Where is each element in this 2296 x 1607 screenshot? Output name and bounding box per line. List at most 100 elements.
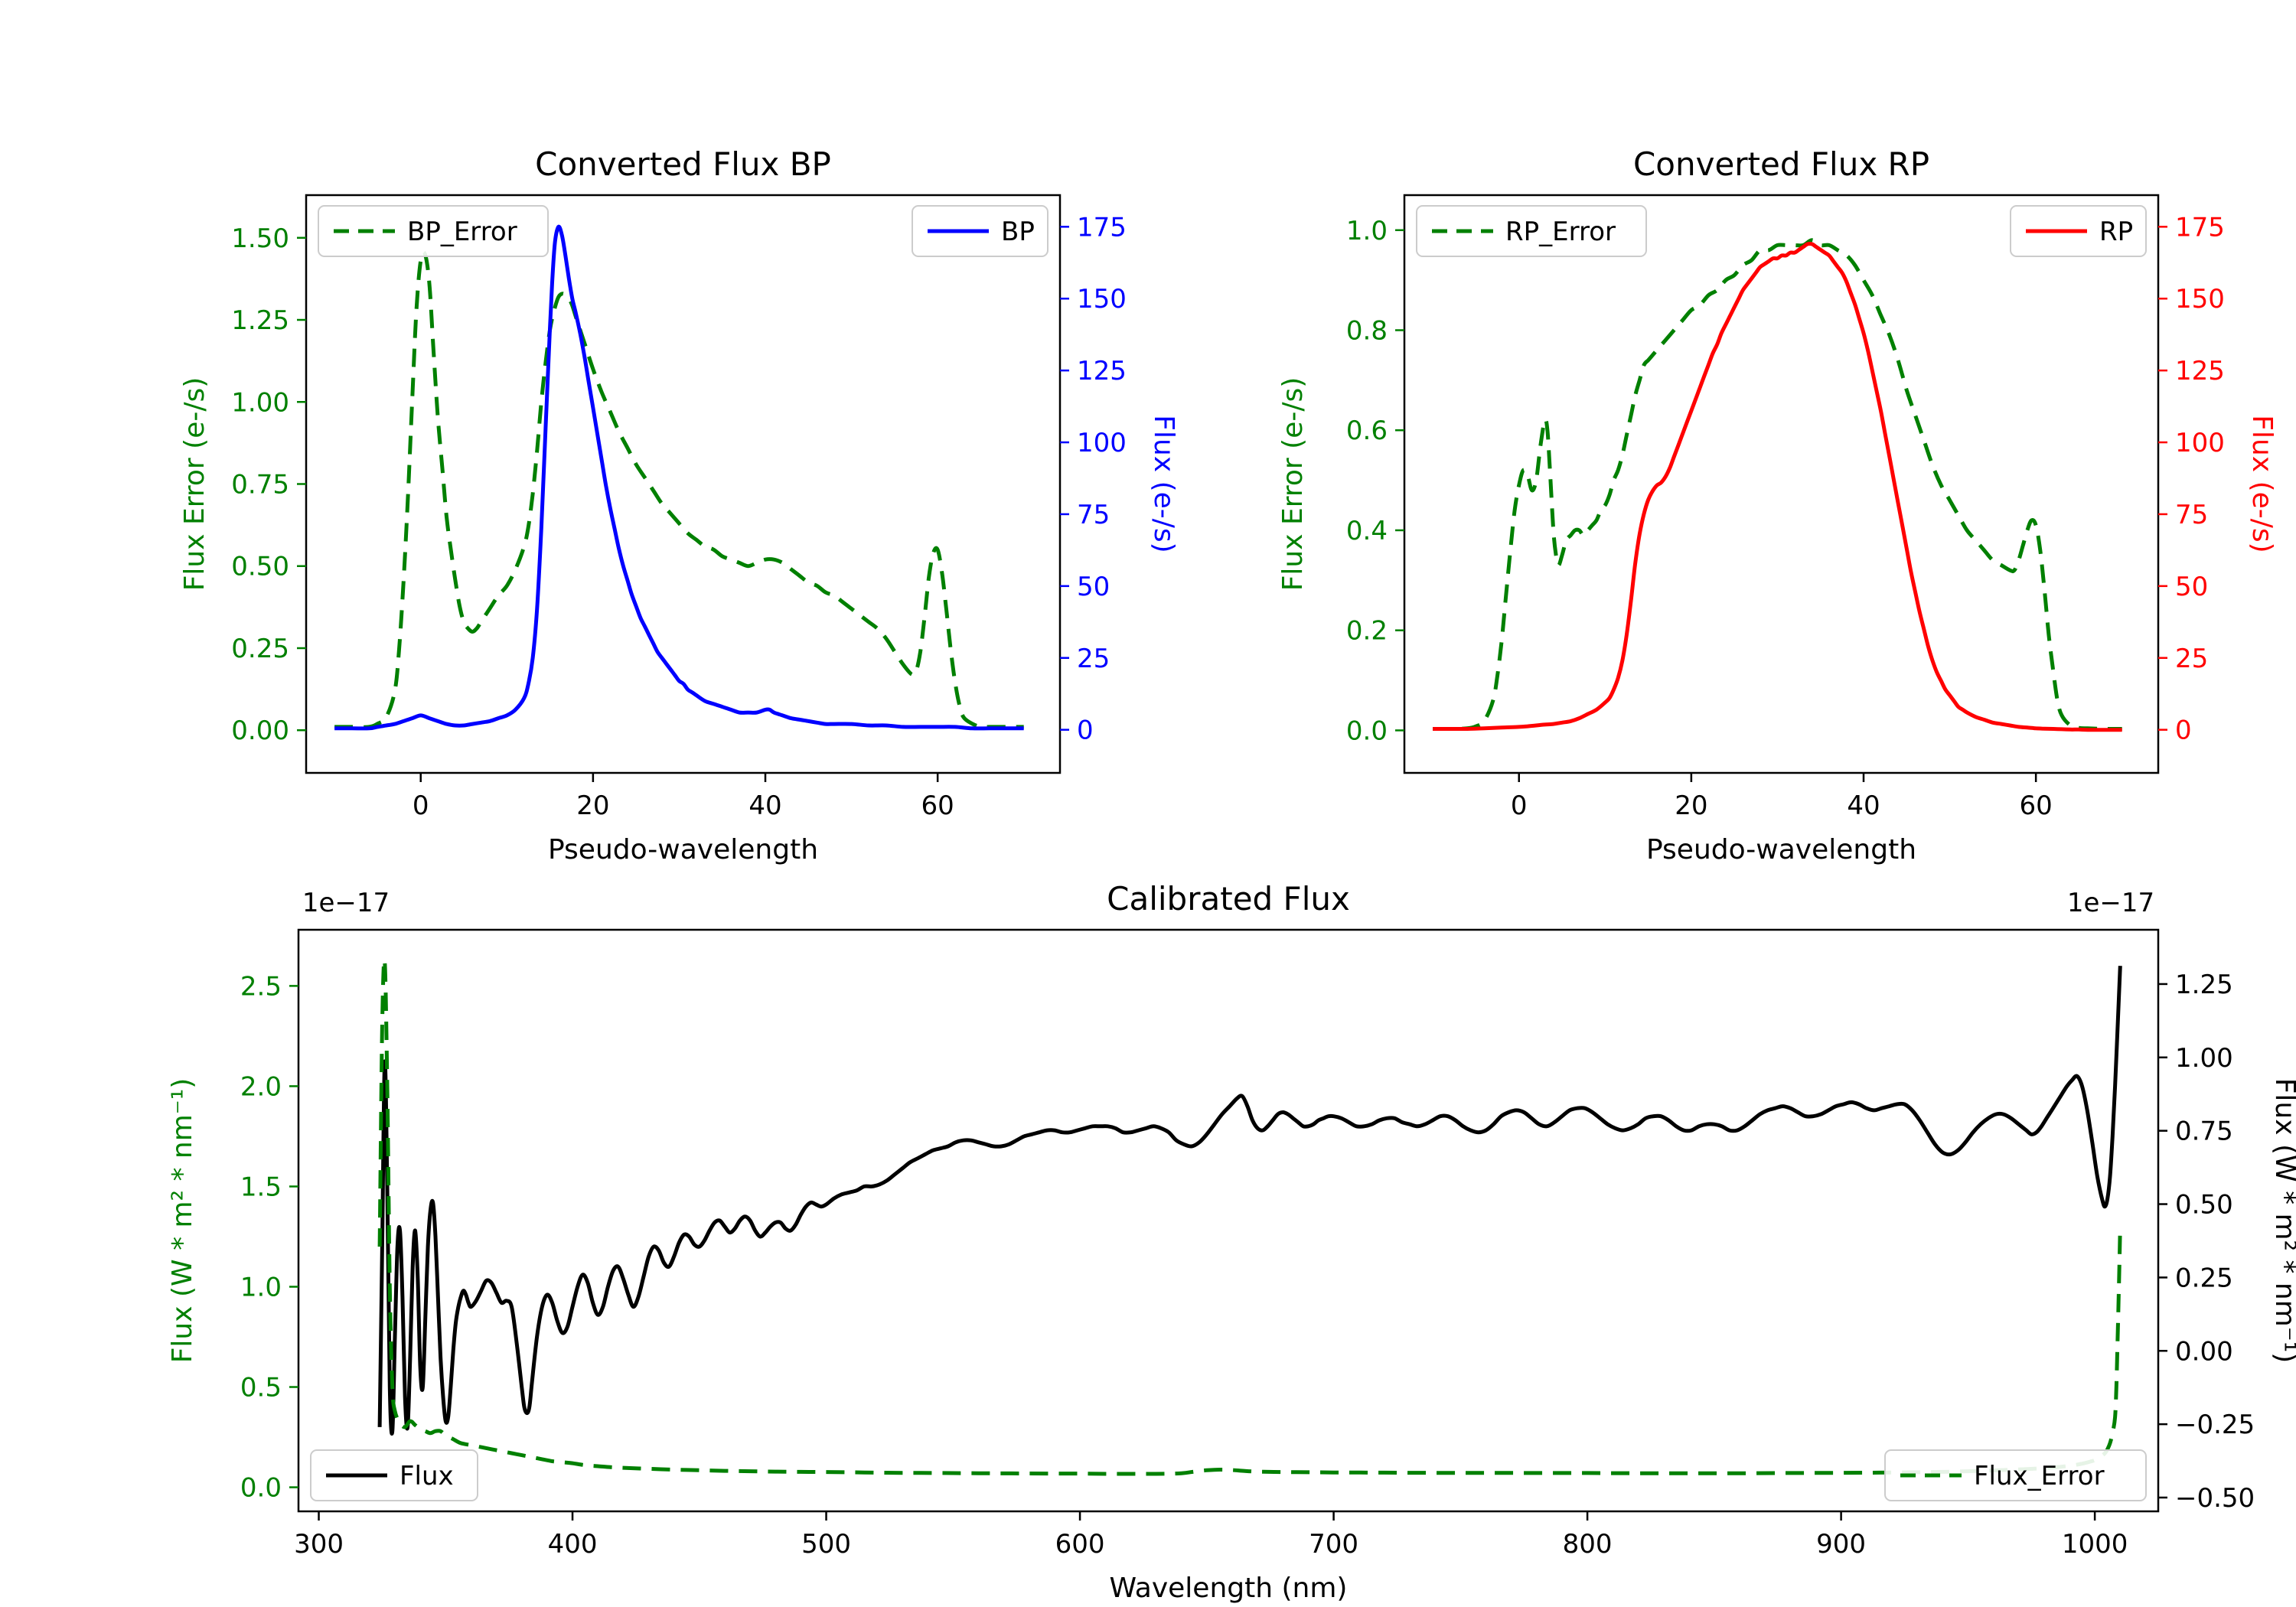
rp-title: Converted Flux RP — [1633, 145, 1929, 183]
bp-left-tick-label: 1.00 — [231, 387, 289, 418]
cal-left-tick-label: 0.0 — [240, 1473, 282, 1504]
bp-left-ylabel: Flux Error (e-/s) — [179, 377, 210, 592]
cal-left-tick-label: 1.0 — [240, 1272, 282, 1302]
bp-xlabel: Pseudo-wavelength — [548, 834, 818, 865]
cal-title: Calibrated Flux — [1107, 880, 1350, 918]
BP-line — [334, 224, 1024, 731]
cal-x-tick-label: 300 — [294, 1529, 344, 1560]
rp-axes-frame — [1403, 194, 2160, 774]
rp-right-tick-label: 0 — [2175, 715, 2192, 746]
cal-x-tick-label: 700 — [1309, 1529, 1358, 1560]
bp-title: Converted Flux BP — [535, 145, 831, 183]
bp-right-tick-label: 75 — [1077, 500, 1110, 530]
cal-subplot: 300 400 500 600 700 800 900 1000 0.0 0.5 1.0 1.5 2.0… — [167, 880, 2296, 1604]
bp-x-tick-label: 0 — [413, 790, 429, 821]
cal-right-tick-label: −0.50 — [2175, 1483, 2255, 1514]
legend-label-Flux_Error: Flux_Error — [1974, 1461, 2105, 1491]
bp-right-tick-label: 100 — [1077, 428, 1127, 458]
rp-left-tick-label: 0.4 — [1346, 516, 1388, 546]
cal-right-ylabel: Flux (W * m² * nm⁻¹) — [2269, 1078, 2296, 1364]
rp-right-tick-label: 175 — [2175, 212, 2225, 243]
cal-left-tick-label: 1.5 — [240, 1172, 282, 1202]
legend-label-RP: RP — [2099, 217, 2133, 247]
cal-axes-frame — [297, 928, 2160, 1513]
bp-right-tick-label: 150 — [1077, 284, 1127, 315]
cal-left-tick-label: 0.5 — [240, 1373, 282, 1403]
rp-left-tick-label: 0.8 — [1346, 315, 1388, 346]
legend-Flux_Error: Flux_Error — [1884, 1449, 2147, 1501]
RP-line — [1433, 241, 2122, 732]
legend-RP: RP — [2010, 205, 2147, 257]
legend-BP_Error: BP_Error — [318, 205, 549, 257]
bp-x-tick-label: 40 — [748, 790, 781, 821]
bp-right-tick-label: 0 — [1077, 715, 1094, 746]
bp-left-tick-label: 0.75 — [231, 470, 289, 500]
legend-box — [310, 1449, 478, 1501]
legend-label-Flux: Flux — [400, 1461, 454, 1491]
cal-right-tick-label: 0.25 — [2175, 1263, 2233, 1293]
bp-right-tick-label: 125 — [1077, 356, 1127, 386]
bp-left-tick-label: 0.50 — [231, 552, 289, 582]
cal-x-tick-label: 900 — [1816, 1529, 1866, 1560]
cal-x-tick-label: 400 — [548, 1529, 598, 1560]
legend-box — [318, 205, 549, 257]
rp-right-tick-label: 125 — [2175, 356, 2225, 386]
Flux-line — [377, 966, 2122, 1436]
rp-right-tick-label: 100 — [2175, 428, 2225, 458]
bp-x-tick-label: 20 — [576, 790, 609, 821]
rp-left-ylabel: Flux Error (e-/s) — [1277, 377, 1309, 592]
cal-left-tick-label: 2.0 — [240, 1071, 282, 1102]
cal-x-tick-label: 800 — [1563, 1529, 1613, 1560]
rp-subplot: 0 20 40 60 0.0 0.2 0.4 0.6 0.8 1.0 0 25 50 75 100 125 15… — [1277, 145, 2278, 865]
rp-left-tick-label: 1.0 — [1346, 216, 1388, 246]
bp-x-tick-label: 60 — [921, 790, 954, 821]
rp-right-tick-label: 50 — [2175, 572, 2208, 602]
bp-right-tick-label: 50 — [1077, 572, 1110, 602]
legend-box — [1416, 205, 1647, 257]
legend-RP_Error: RP_Error — [1416, 205, 1647, 257]
cal-left-tick-label: 2.5 — [240, 971, 282, 1002]
bp-left-tick-label: 0.25 — [231, 634, 289, 664]
rp-right-ylabel: Flux (e-/s) — [2246, 415, 2278, 553]
bp-left-tick-label: 0.00 — [231, 715, 289, 746]
rp-right-tick-label: 75 — [2175, 500, 2208, 530]
Flux_Error-line — [377, 957, 2122, 1476]
cal-right-tick-label: 1.25 — [2175, 970, 2233, 1000]
rp-x-tick-label: 20 — [1675, 790, 1707, 821]
bp-left-tick-label: 1.50 — [231, 223, 289, 254]
cal-right-tick-label: 1.00 — [2175, 1043, 2233, 1074]
bp-right-tick-label: 25 — [1077, 644, 1110, 674]
rp-x-tick-label: 0 — [1511, 790, 1528, 821]
cal-right-tick-label: 0.50 — [2175, 1190, 2233, 1221]
BP_Error-line — [334, 250, 1024, 729]
rp-x-tick-label: 40 — [1847, 790, 1880, 821]
rp-right-tick-label: 150 — [2175, 284, 2225, 315]
bp-right-ylabel: Flux (e-/s) — [1148, 415, 1179, 553]
cal-right-tick-label: 0.00 — [2175, 1336, 2233, 1367]
rp-left-tick-label: 0.2 — [1346, 616, 1388, 647]
legend-label-BP: BP — [1001, 217, 1035, 247]
rp-left-tick-label: 0.6 — [1346, 416, 1388, 446]
bp-right-tick-label: 175 — [1077, 212, 1127, 243]
rp-right-tick-label: 25 — [2175, 644, 2208, 674]
rp-left-tick-label: 0.0 — [1346, 715, 1388, 746]
legend-BP: BP — [912, 205, 1049, 257]
cal-right-offset-text: 1e−17 — [2067, 888, 2154, 918]
cal-x-tick-label: 500 — [801, 1529, 851, 1560]
cal-x-tick-label: 1000 — [2062, 1529, 2128, 1560]
bp-subplot: 0 20 40 60 0.00 0.25 0.50 0.75 1.00 1.25 1.50 0 25 50… — [179, 145, 1179, 865]
cal-right-tick-label: −0.25 — [2175, 1410, 2255, 1440]
bp-left-tick-label: 1.25 — [231, 305, 289, 336]
cal-x-tick-label: 600 — [1055, 1529, 1105, 1560]
RP_Error-line — [1433, 238, 2122, 732]
legend-label-RP_Error: RP_Error — [1505, 217, 1616, 247]
rp-xlabel: Pseudo-wavelength — [1646, 834, 1916, 865]
legend-label-BP_Error: BP_Error — [407, 217, 517, 247]
cal-xlabel: Wavelength (nm) — [1110, 1573, 1348, 1604]
legend-box — [1884, 1449, 2147, 1501]
cal-left-ylabel: Flux (W * m² * nm⁻¹) — [167, 1078, 198, 1364]
rp-x-tick-label: 60 — [2020, 790, 2053, 821]
